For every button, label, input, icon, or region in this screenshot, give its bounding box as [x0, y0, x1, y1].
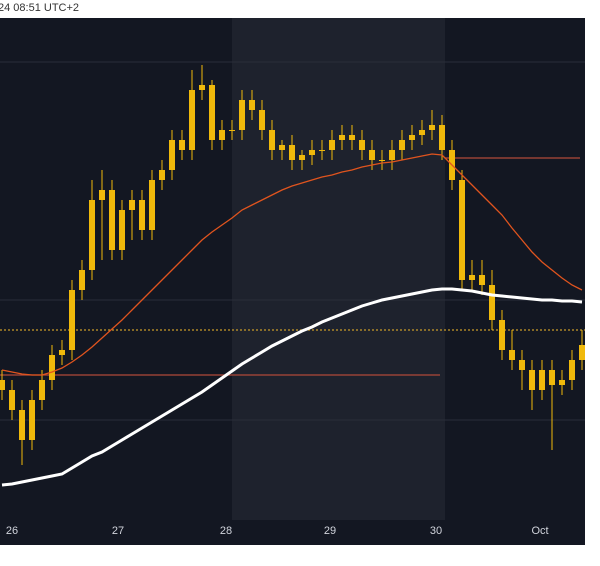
x-tick-label: 28 — [220, 525, 232, 537]
shaded-session — [232, 18, 445, 520]
x-tick-label: Oct — [531, 525, 548, 537]
candle-body — [159, 170, 165, 180]
candle-body — [249, 100, 255, 110]
candle-body — [139, 200, 145, 230]
candle-body — [0, 380, 5, 390]
candle-body — [359, 140, 365, 150]
candle-body — [29, 400, 35, 440]
candle-body — [119, 210, 125, 250]
candle-body — [169, 140, 175, 170]
candle-body — [9, 390, 15, 410]
candle-body — [289, 145, 295, 160]
candle-body — [79, 270, 85, 290]
candle-body — [259, 110, 265, 130]
moving-average — [1, 287, 583, 487]
candle-body — [339, 135, 345, 140]
candle-body — [179, 140, 185, 150]
candle-body — [269, 130, 275, 150]
candle-body — [209, 85, 215, 140]
candle-body — [219, 130, 225, 140]
candle-body — [349, 135, 355, 140]
candle-body — [59, 350, 65, 355]
x-tick-label: 30 — [430, 525, 442, 537]
candle-body — [39, 380, 45, 400]
x-tick-label: 27 — [112, 525, 124, 537]
candle-body — [369, 150, 375, 160]
candle-body — [89, 200, 95, 270]
candle-body — [539, 370, 545, 390]
candle-body — [569, 360, 575, 380]
candle-body — [519, 360, 525, 370]
candle-body — [299, 155, 305, 160]
candle-body — [309, 150, 315, 155]
candle-body — [579, 345, 585, 360]
candle-body — [499, 320, 505, 350]
candle-body — [49, 355, 55, 380]
candle-body — [229, 130, 235, 131]
candle-body — [409, 135, 415, 140]
candle-body — [319, 150, 325, 151]
candle-body — [69, 290, 75, 350]
candle-body — [469, 275, 475, 280]
x-tick-label: 26 — [6, 525, 18, 537]
candle-body — [329, 140, 335, 150]
x-tick-label: 29 — [324, 525, 336, 537]
moving-average — [1, 153, 583, 376]
candle-body — [109, 190, 115, 250]
candle-body — [459, 180, 465, 280]
candle-body — [129, 200, 135, 210]
candle-body — [559, 380, 565, 385]
candle-body — [279, 145, 285, 150]
candle-body — [239, 100, 245, 130]
candle-body — [429, 125, 435, 130]
candle-body — [399, 140, 405, 150]
candle-body — [149, 180, 155, 230]
candle-body — [479, 275, 485, 285]
candle-body — [199, 85, 205, 90]
candle-body — [419, 130, 425, 135]
candle-body — [489, 285, 495, 320]
candle-body — [529, 370, 535, 390]
candle-body — [509, 350, 515, 360]
candle-body — [549, 370, 555, 385]
candle-body — [379, 160, 385, 161]
candle-body — [99, 190, 105, 200]
candle-body — [389, 150, 395, 160]
candle-body — [439, 125, 445, 150]
candle-body — [19, 410, 25, 440]
timestamp: 24 08:51 UTC+2 — [0, 2, 79, 14]
candle-body — [189, 90, 195, 150]
